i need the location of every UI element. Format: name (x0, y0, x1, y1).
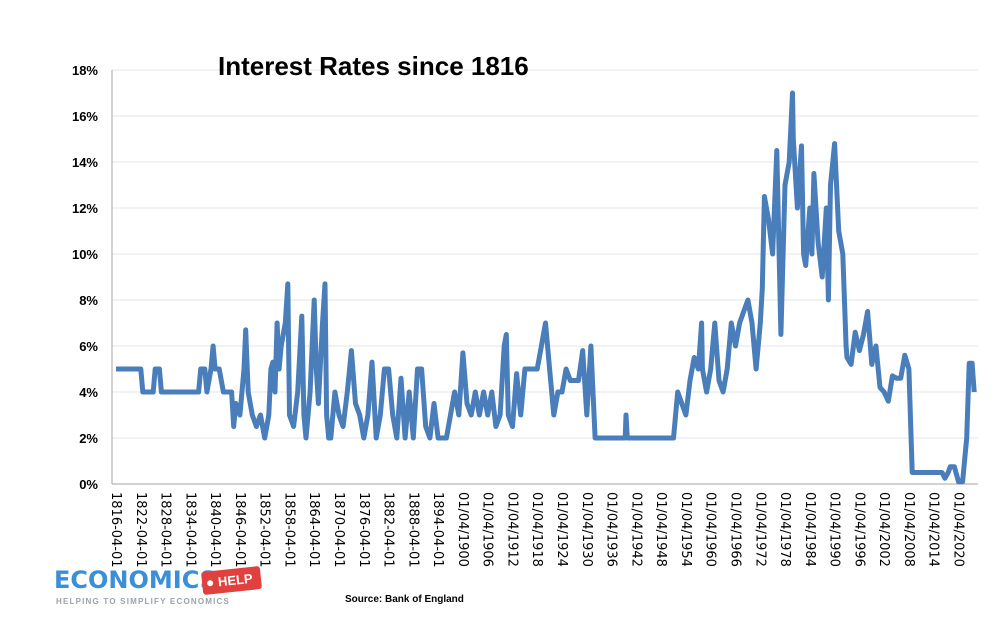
x-tick-label: 01/04/1972 (752, 492, 767, 567)
y-tick-label: 12% (72, 201, 98, 216)
x-tick-label: 01/04/1936 (604, 492, 619, 567)
y-tick-label: 0% (79, 477, 98, 492)
x-tick-label: 01/04/2020 (950, 492, 965, 567)
x-tick-label: 1858-04-01 (281, 492, 296, 568)
logo-tag: HELP (200, 565, 262, 596)
y-tick-label: 4% (79, 385, 98, 400)
x-tick-label: 1876-04-01 (356, 492, 371, 568)
x-tick-label: 1870-04-01 (331, 492, 346, 568)
x-tick-label: 01/04/1954 (678, 492, 693, 567)
x-tick-label: 1834-04-01 (182, 492, 197, 568)
x-tick-label: 01/04/1924 (554, 492, 569, 567)
x-axis-ticks: 1816-04-01 1822-04-01 1828-04-01 1834-04-01… (108, 492, 965, 568)
x-tick-label: 01/04/1984 (802, 492, 817, 567)
y-tick-label: 2% (79, 431, 98, 446)
series-line-interest-rate (116, 90, 977, 485)
x-tick-label: 01/04/2002 (876, 492, 891, 567)
x-tick-label: 01/04/1966 (727, 492, 742, 567)
gridlines (112, 69, 978, 439)
x-tick-label: 1852-04-01 (257, 492, 272, 568)
y-tick-label: 16% (72, 109, 98, 124)
x-tick-label: 1888-04-01 (405, 492, 420, 568)
x-tick-label: 1840-04-01 (207, 492, 222, 568)
y-tick-label: 10% (72, 247, 98, 262)
x-tick-label: 01/04/1942 (628, 492, 643, 567)
logo-tagline: HELPING TO SIMPLIFY ECONOMICS (56, 597, 231, 606)
x-tick-label: 1894-04-01 (430, 492, 445, 568)
x-tick-label: 1882-04-01 (381, 492, 396, 568)
x-tick-label: 01/04/1918 (529, 492, 544, 567)
x-tick-label: 1822-04-01 (133, 492, 148, 568)
x-tick-label: 01/04/2008 (901, 492, 916, 567)
y-tick-label: 14% (72, 155, 98, 170)
x-tick-label: 01/04/1978 (777, 492, 792, 567)
x-tick-label: 01/04/2014 (926, 492, 941, 567)
x-tick-label: 01/04/1990 (827, 492, 842, 567)
source-note: Source: Bank of England (345, 594, 464, 605)
x-tick-label: 1828-04-01 (158, 492, 173, 568)
x-tick-label: 01/04/1948 (653, 492, 668, 567)
x-tick-label: 01/04/1906 (480, 492, 495, 567)
logo-word: ECONOMICS (54, 566, 218, 594)
chart-title: Interest Rates since 1816 (218, 51, 529, 81)
y-axis-ticks: 0% 2% 4% 6% 8% 10% 12% 14% 16% 18% (72, 63, 98, 492)
x-tick-label: 1816-04-01 (108, 492, 123, 568)
economics-help-logo: ECONOMICS HELP HELPING TO SIMPLIFY ECONO… (50, 565, 270, 612)
x-tick-label: 01/04/1996 (851, 492, 866, 567)
x-tick-label: 01/04/1900 (455, 492, 470, 567)
x-tick-label: 01/04/1960 (703, 492, 718, 567)
y-tick-label: 18% (72, 63, 98, 78)
x-tick-label: 1864-04-01 (306, 492, 321, 568)
y-tick-label: 6% (79, 339, 98, 354)
x-tick-label: 01/04/1930 (579, 492, 594, 567)
y-tick-label: 8% (79, 293, 98, 308)
x-tick-label: 01/04/1912 (504, 492, 519, 567)
x-tick-label: 1846-04-01 (232, 492, 247, 568)
